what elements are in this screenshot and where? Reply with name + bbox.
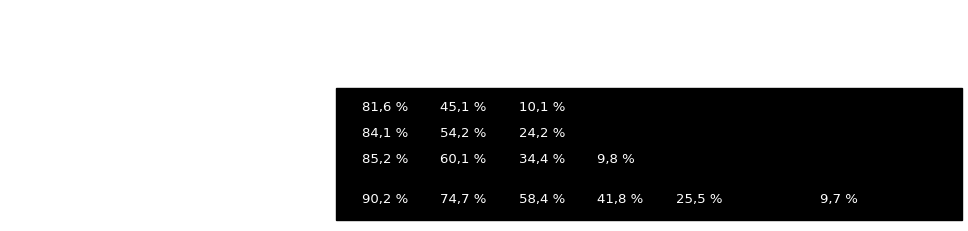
Text: 34,4 %: 34,4 % <box>519 152 565 165</box>
Text: 58,4 %: 58,4 % <box>519 194 565 207</box>
Text: 25,5 %: 25,5 % <box>676 194 722 207</box>
Text: 60,1 %: 60,1 % <box>440 152 486 165</box>
Text: 10,1 %: 10,1 % <box>519 100 565 113</box>
Text: 85,2 %: 85,2 % <box>362 152 408 165</box>
Text: 74,7 %: 74,7 % <box>440 194 486 207</box>
Text: 41,8 %: 41,8 % <box>597 194 644 207</box>
Text: 45,1 %: 45,1 % <box>440 100 486 113</box>
Text: 9,8 %: 9,8 % <box>597 152 635 165</box>
Text: 9,7 %: 9,7 % <box>820 194 858 207</box>
Text: 54,2 %: 54,2 % <box>440 127 486 140</box>
Text: 81,6 %: 81,6 % <box>362 100 408 113</box>
Text: 24,2 %: 24,2 % <box>519 127 565 140</box>
Text: 90,2 %: 90,2 % <box>362 194 408 207</box>
Text: 84,1 %: 84,1 % <box>362 127 408 140</box>
